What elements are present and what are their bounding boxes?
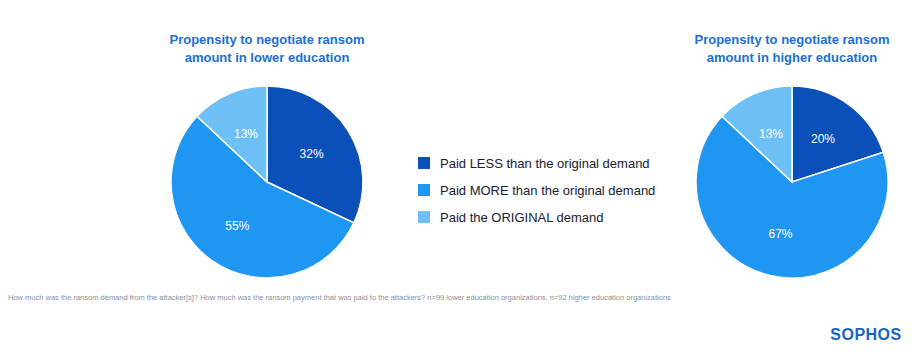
data-label: 20% xyxy=(811,132,835,146)
chart-title: Propensity to negotiate ransom amount in … xyxy=(694,32,889,65)
legend-swatch xyxy=(418,211,430,223)
pie-slice xyxy=(197,86,267,182)
legend-swatch xyxy=(418,184,430,196)
footnote: How much was the ransom demand from the … xyxy=(8,293,671,302)
data-label: 32% xyxy=(300,147,324,161)
data-label: 13% xyxy=(759,127,783,141)
brand: SOPHOS xyxy=(830,326,901,343)
data-label: 55% xyxy=(225,219,249,233)
pie-chart: Propensity to negotiate ransom amount in … xyxy=(169,32,364,278)
legend-swatch xyxy=(418,157,430,169)
legend-label: Paid MORE than the original demand xyxy=(440,183,655,198)
chart-title-line: Propensity to negotiate ransom xyxy=(694,32,889,47)
data-labels: 20% 67% 13% xyxy=(759,127,835,241)
chart-title-line: amount in lower education xyxy=(185,50,350,65)
chart-title-line: amount in higher education xyxy=(707,50,878,65)
data-label: 67% xyxy=(768,227,792,241)
slices xyxy=(171,86,363,278)
slices xyxy=(696,86,888,278)
data-labels: 32% 55% 13% xyxy=(225,127,324,233)
pie-slice xyxy=(722,86,792,182)
chart-title-line: Propensity to negotiate ransom xyxy=(169,32,364,47)
canvas: Propensity to negotiate ransom amount in … xyxy=(0,0,912,355)
pie-chart: Propensity to negotiate ransom amount in … xyxy=(694,32,889,278)
legend: Paid LESS than the original demand Paid M… xyxy=(418,156,655,225)
chart-title: Propensity to negotiate ransom amount in … xyxy=(169,32,364,65)
legend-label: Paid LESS than the original demand xyxy=(440,156,650,171)
legend-label: Paid the ORIGINAL demand xyxy=(440,210,604,225)
data-label: 13% xyxy=(234,127,258,141)
